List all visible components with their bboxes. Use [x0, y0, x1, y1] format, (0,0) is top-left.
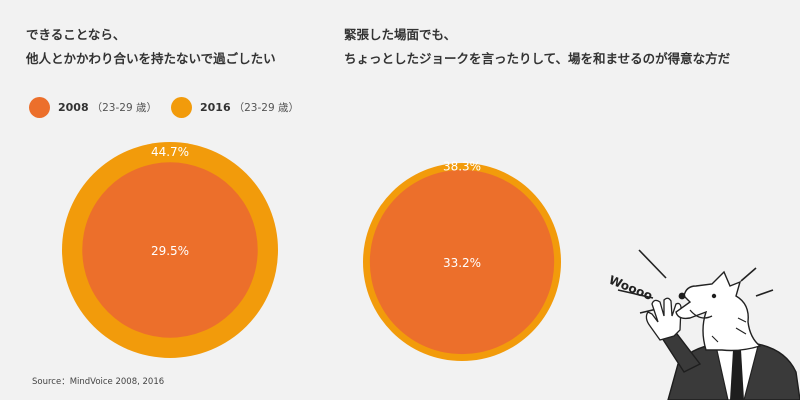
motion-line	[617, 289, 654, 299]
circle-2008	[82, 162, 258, 338]
legend-age-2008: （23-29 歳）	[91, 102, 157, 114]
wolf-illustration: Woooo	[607, 249, 800, 400]
motion-line	[755, 289, 774, 297]
circle-2008	[369, 169, 555, 355]
nested-circle-chart-1: 44.7% 29.5%	[62, 142, 278, 358]
legend-swatch-2016	[170, 97, 192, 118]
question-1-title: できることなら、 他人とかかわり合いを持たないで過ごしたい	[26, 23, 276, 71]
legend-item-2016: 2016 （23-29 歳）	[170, 97, 299, 118]
question-1-line-1: できることなら、	[26, 27, 126, 42]
legend-year-2016: 2016	[199, 101, 231, 114]
nested-circle-chart-2: 38.3% 33.2%	[363, 159, 561, 361]
question-2-title: 緊張した場面でも、 ちょっとしたジョークを言ったりして、場を和ませるのが得意な方…	[344, 23, 730, 71]
wolf-head	[675, 270, 762, 352]
question-2-line-2: ちょっとしたジョークを言ったりして、場を和ませるのが得意な方だ	[344, 51, 731, 66]
motion-line	[740, 267, 757, 282]
charts-layer: 44.7% 29.5% 38.3% 33.2%	[62, 142, 561, 361]
wolf-hand	[645, 297, 682, 341]
data-label-2008: 33.2%	[443, 256, 481, 270]
wolf-tie	[730, 350, 744, 400]
wolf-mouth	[689, 309, 713, 319]
wolf-eye	[711, 293, 717, 299]
wolf-fur-lines	[711, 317, 747, 343]
wolf-nose	[678, 292, 686, 300]
legend-swatch-2008	[29, 97, 50, 118]
data-label-2008: 29.5%	[151, 244, 189, 258]
source-note: Source：MindVoice 2008, 2016	[32, 377, 165, 387]
wolf-speech-text: Woooo	[607, 273, 655, 303]
legend-item-2008: 2008 （23-29 歳）	[29, 97, 157, 118]
question-1-line-2: 他人とかかわり合いを持たないで過ごしたい	[26, 51, 276, 66]
question-2-line-1: 緊張した場面でも、	[344, 27, 457, 42]
legend-age-2016: （23-29 歳）	[233, 102, 299, 114]
motion-line	[638, 249, 667, 279]
data-label-2016: 38.3%	[443, 159, 481, 173]
legend: 2008 （23-29 歳） 2016 （23-29 歳）	[29, 97, 313, 118]
data-label-2016: 44.7%	[151, 145, 189, 159]
legend-year-2008: 2008	[58, 101, 89, 114]
